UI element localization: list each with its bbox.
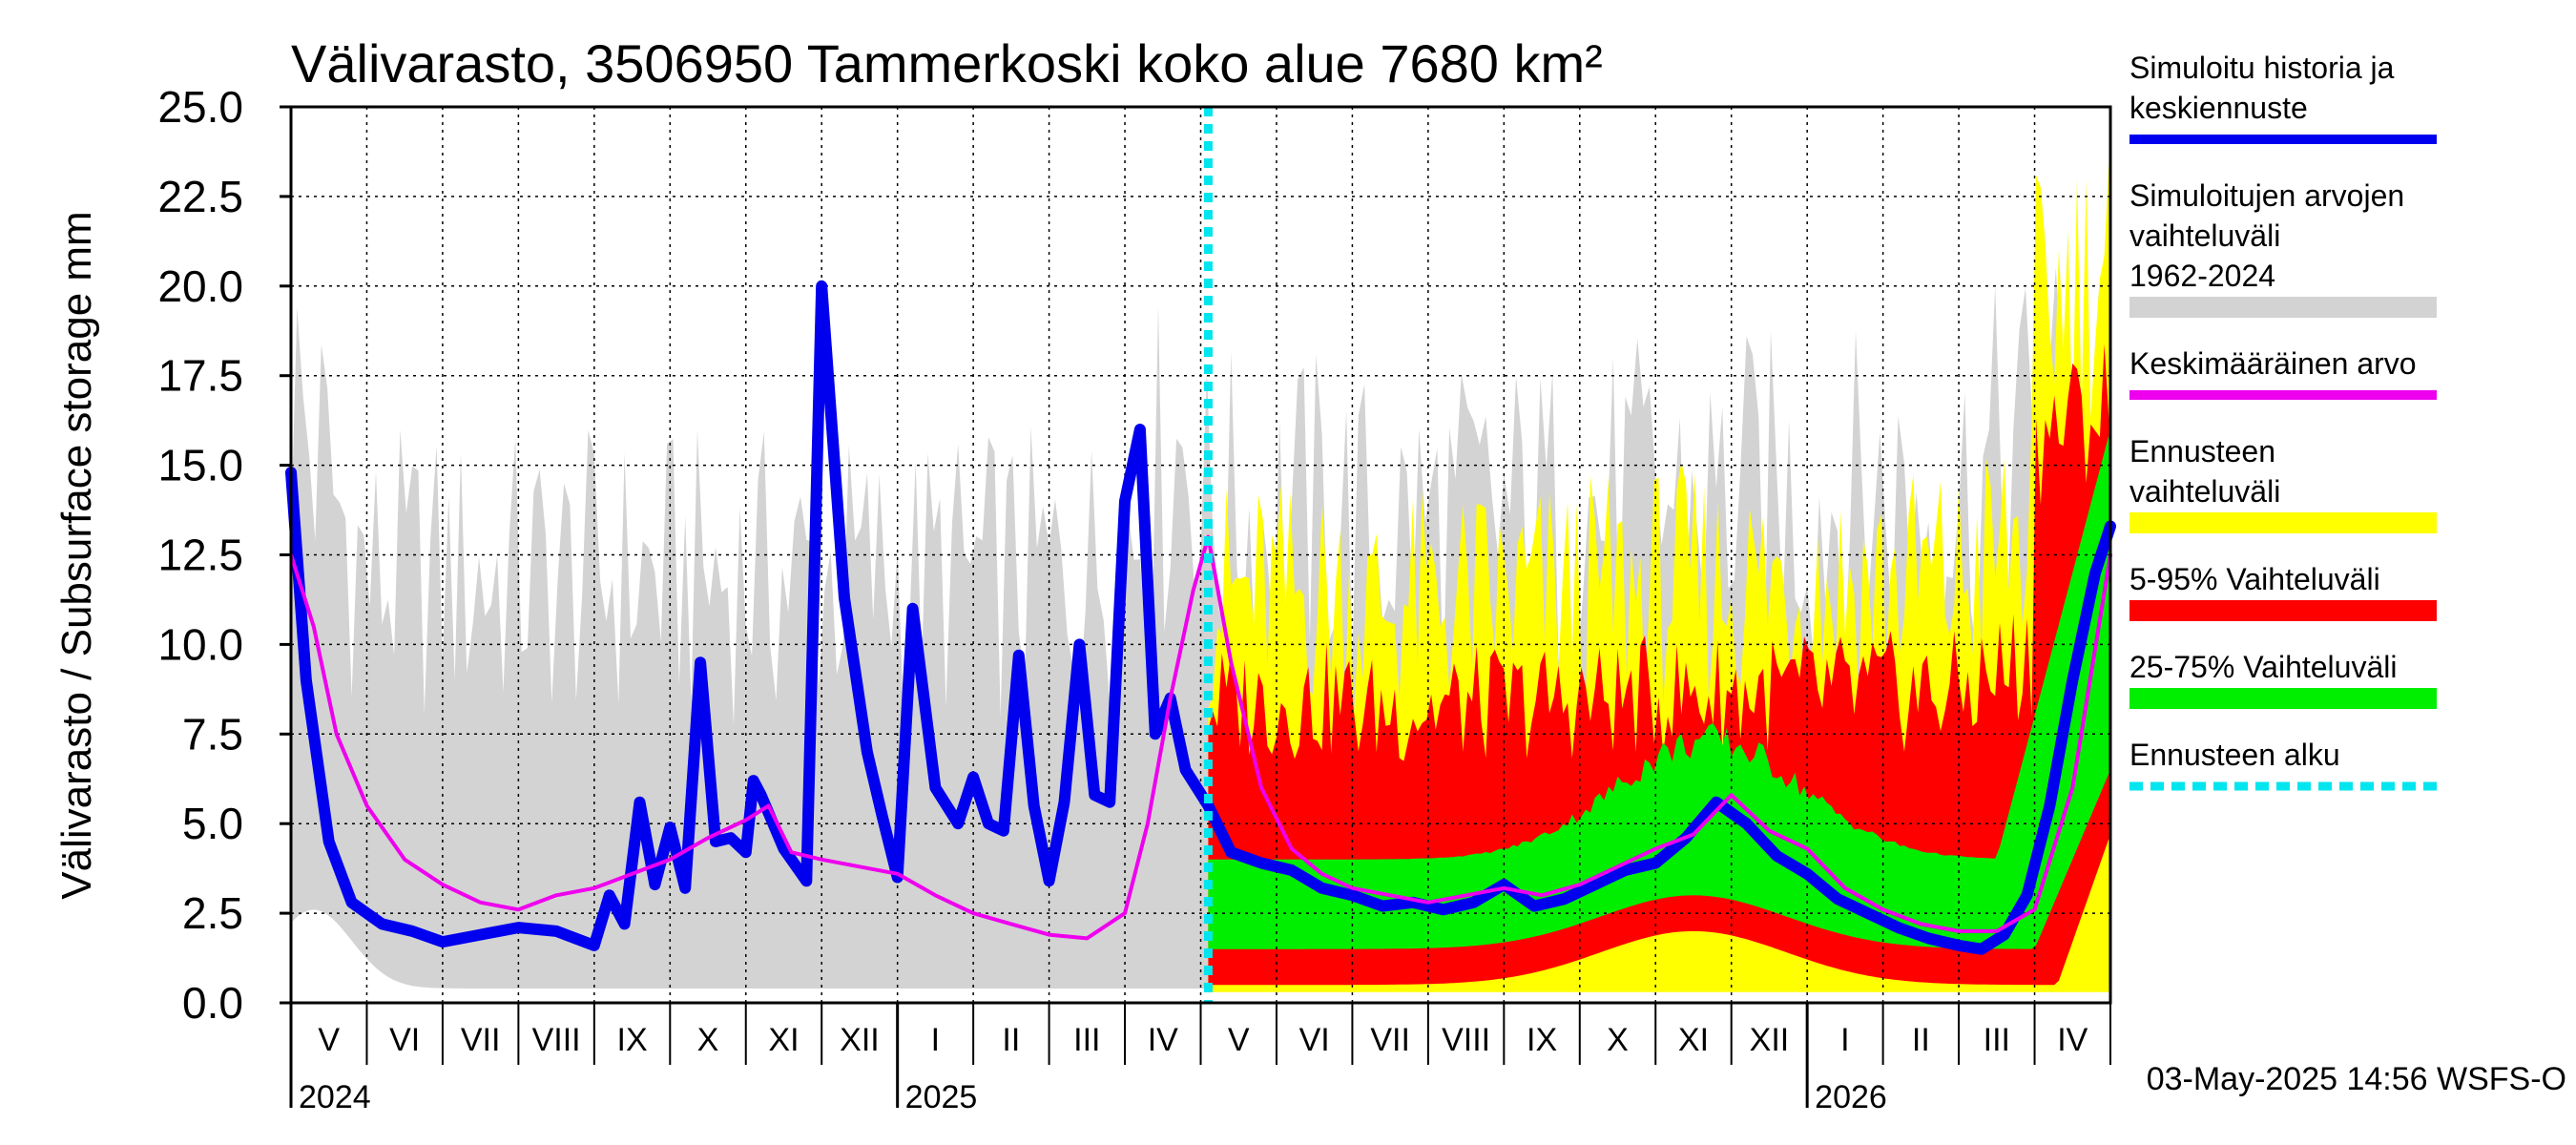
month-label: VII — [461, 1022, 501, 1058]
month-label: VI — [1299, 1022, 1330, 1058]
y-tick-label: 7.5 — [182, 709, 243, 759]
y-tick-label: 12.5 — [157, 531, 243, 580]
legend-label: Ennusteen — [2129, 434, 2275, 468]
y-tick-label: 0.0 — [182, 978, 243, 1028]
month-label: XI — [768, 1022, 799, 1058]
y-tick-label: 2.5 — [182, 888, 243, 938]
legend-label: keskiennuste — [2129, 91, 2308, 125]
legend-label: 1962-2024 — [2129, 259, 2275, 293]
month-label: X — [697, 1022, 719, 1058]
month-label: VII — [1370, 1022, 1410, 1058]
month-label: XII — [1750, 1022, 1790, 1058]
series-lines — [285, 107, 2116, 1003]
legend-label: Simuloitujen arvojen — [2129, 178, 2404, 213]
legend: Simuloitu historia ja keskiennuste Simuloi… — [2129, 51, 2437, 791]
legend-label: vaihteluväli — [2129, 219, 2280, 253]
month-label: II — [1912, 1022, 1930, 1058]
legend-label: Ennusteen alku — [2129, 738, 2340, 772]
month-label: IV — [1148, 1022, 1178, 1058]
y-tick-label: 25.0 — [157, 82, 243, 132]
month-label: V — [1228, 1022, 1250, 1058]
month-label: XII — [840, 1022, 880, 1058]
y-tick-label: 17.5 — [157, 351, 243, 401]
month-label: X — [1607, 1022, 1629, 1058]
legend-swatch — [2129, 297, 2437, 318]
year-label: 2024 — [299, 1079, 371, 1115]
mean-value-line — [289, 534, 2112, 941]
grid — [291, 107, 2110, 1003]
legend-swatch — [2129, 512, 2437, 533]
legend-label: Keskimääräinen arvo — [2129, 346, 2417, 381]
chart-title: Välivarasto, 3506950 Tammerkoski koko al… — [291, 33, 1603, 94]
month-label: VIII — [532, 1022, 581, 1058]
footer-timestamp: 03-May-2025 14:56 WSFS-O — [2147, 1061, 2566, 1097]
legend-swatch — [2129, 688, 2437, 709]
legend-label: 25-75% Vaihteluväli — [2129, 650, 2397, 684]
y-axis-label: Välivarasto / Subsurface storage mm — [53, 211, 100, 899]
month-label: XI — [1678, 1022, 1709, 1058]
legend-label: 5-95% Vaihteluväli — [2129, 562, 2380, 596]
p5-p95-band — [1208, 344, 2109, 986]
month-label: III — [1073, 1022, 1100, 1058]
month-label: VI — [389, 1022, 420, 1058]
month-label: VIII — [1442, 1022, 1490, 1058]
y-tick-label: 22.5 — [157, 172, 243, 221]
y-tick-label: 20.0 — [157, 261, 243, 311]
year-label: 2026 — [1815, 1079, 1887, 1115]
simulated-median-line — [285, 280, 2116, 955]
month-label: IX — [1527, 1022, 1557, 1058]
legend-swatch — [2129, 135, 2437, 144]
legend-swatch — [2129, 600, 2437, 621]
legend-swatch — [2129, 390, 2437, 400]
month-label: IX — [617, 1022, 648, 1058]
month-label: I — [1840, 1022, 1849, 1058]
y-tick-label: 15.0 — [157, 441, 243, 490]
month-label: IV — [2057, 1022, 2088, 1058]
y-tick-label: 10.0 — [157, 619, 243, 669]
y-tick-label: 5.0 — [182, 799, 243, 848]
legend-label: vaihteluväli — [2129, 474, 2280, 509]
year-label: 2025 — [905, 1079, 978, 1115]
axes: 0.0 2.5 5.0 7.5 10.0 12.5 15.0 17.5 20.0 22.5 25.0… — [157, 82, 2112, 1115]
month-label: III — [1984, 1022, 2010, 1058]
month-label: V — [318, 1022, 340, 1058]
month-label: I — [931, 1022, 940, 1058]
legend-label: Simuloitu historia ja — [2129, 51, 2395, 85]
month-label: II — [1002, 1022, 1020, 1058]
